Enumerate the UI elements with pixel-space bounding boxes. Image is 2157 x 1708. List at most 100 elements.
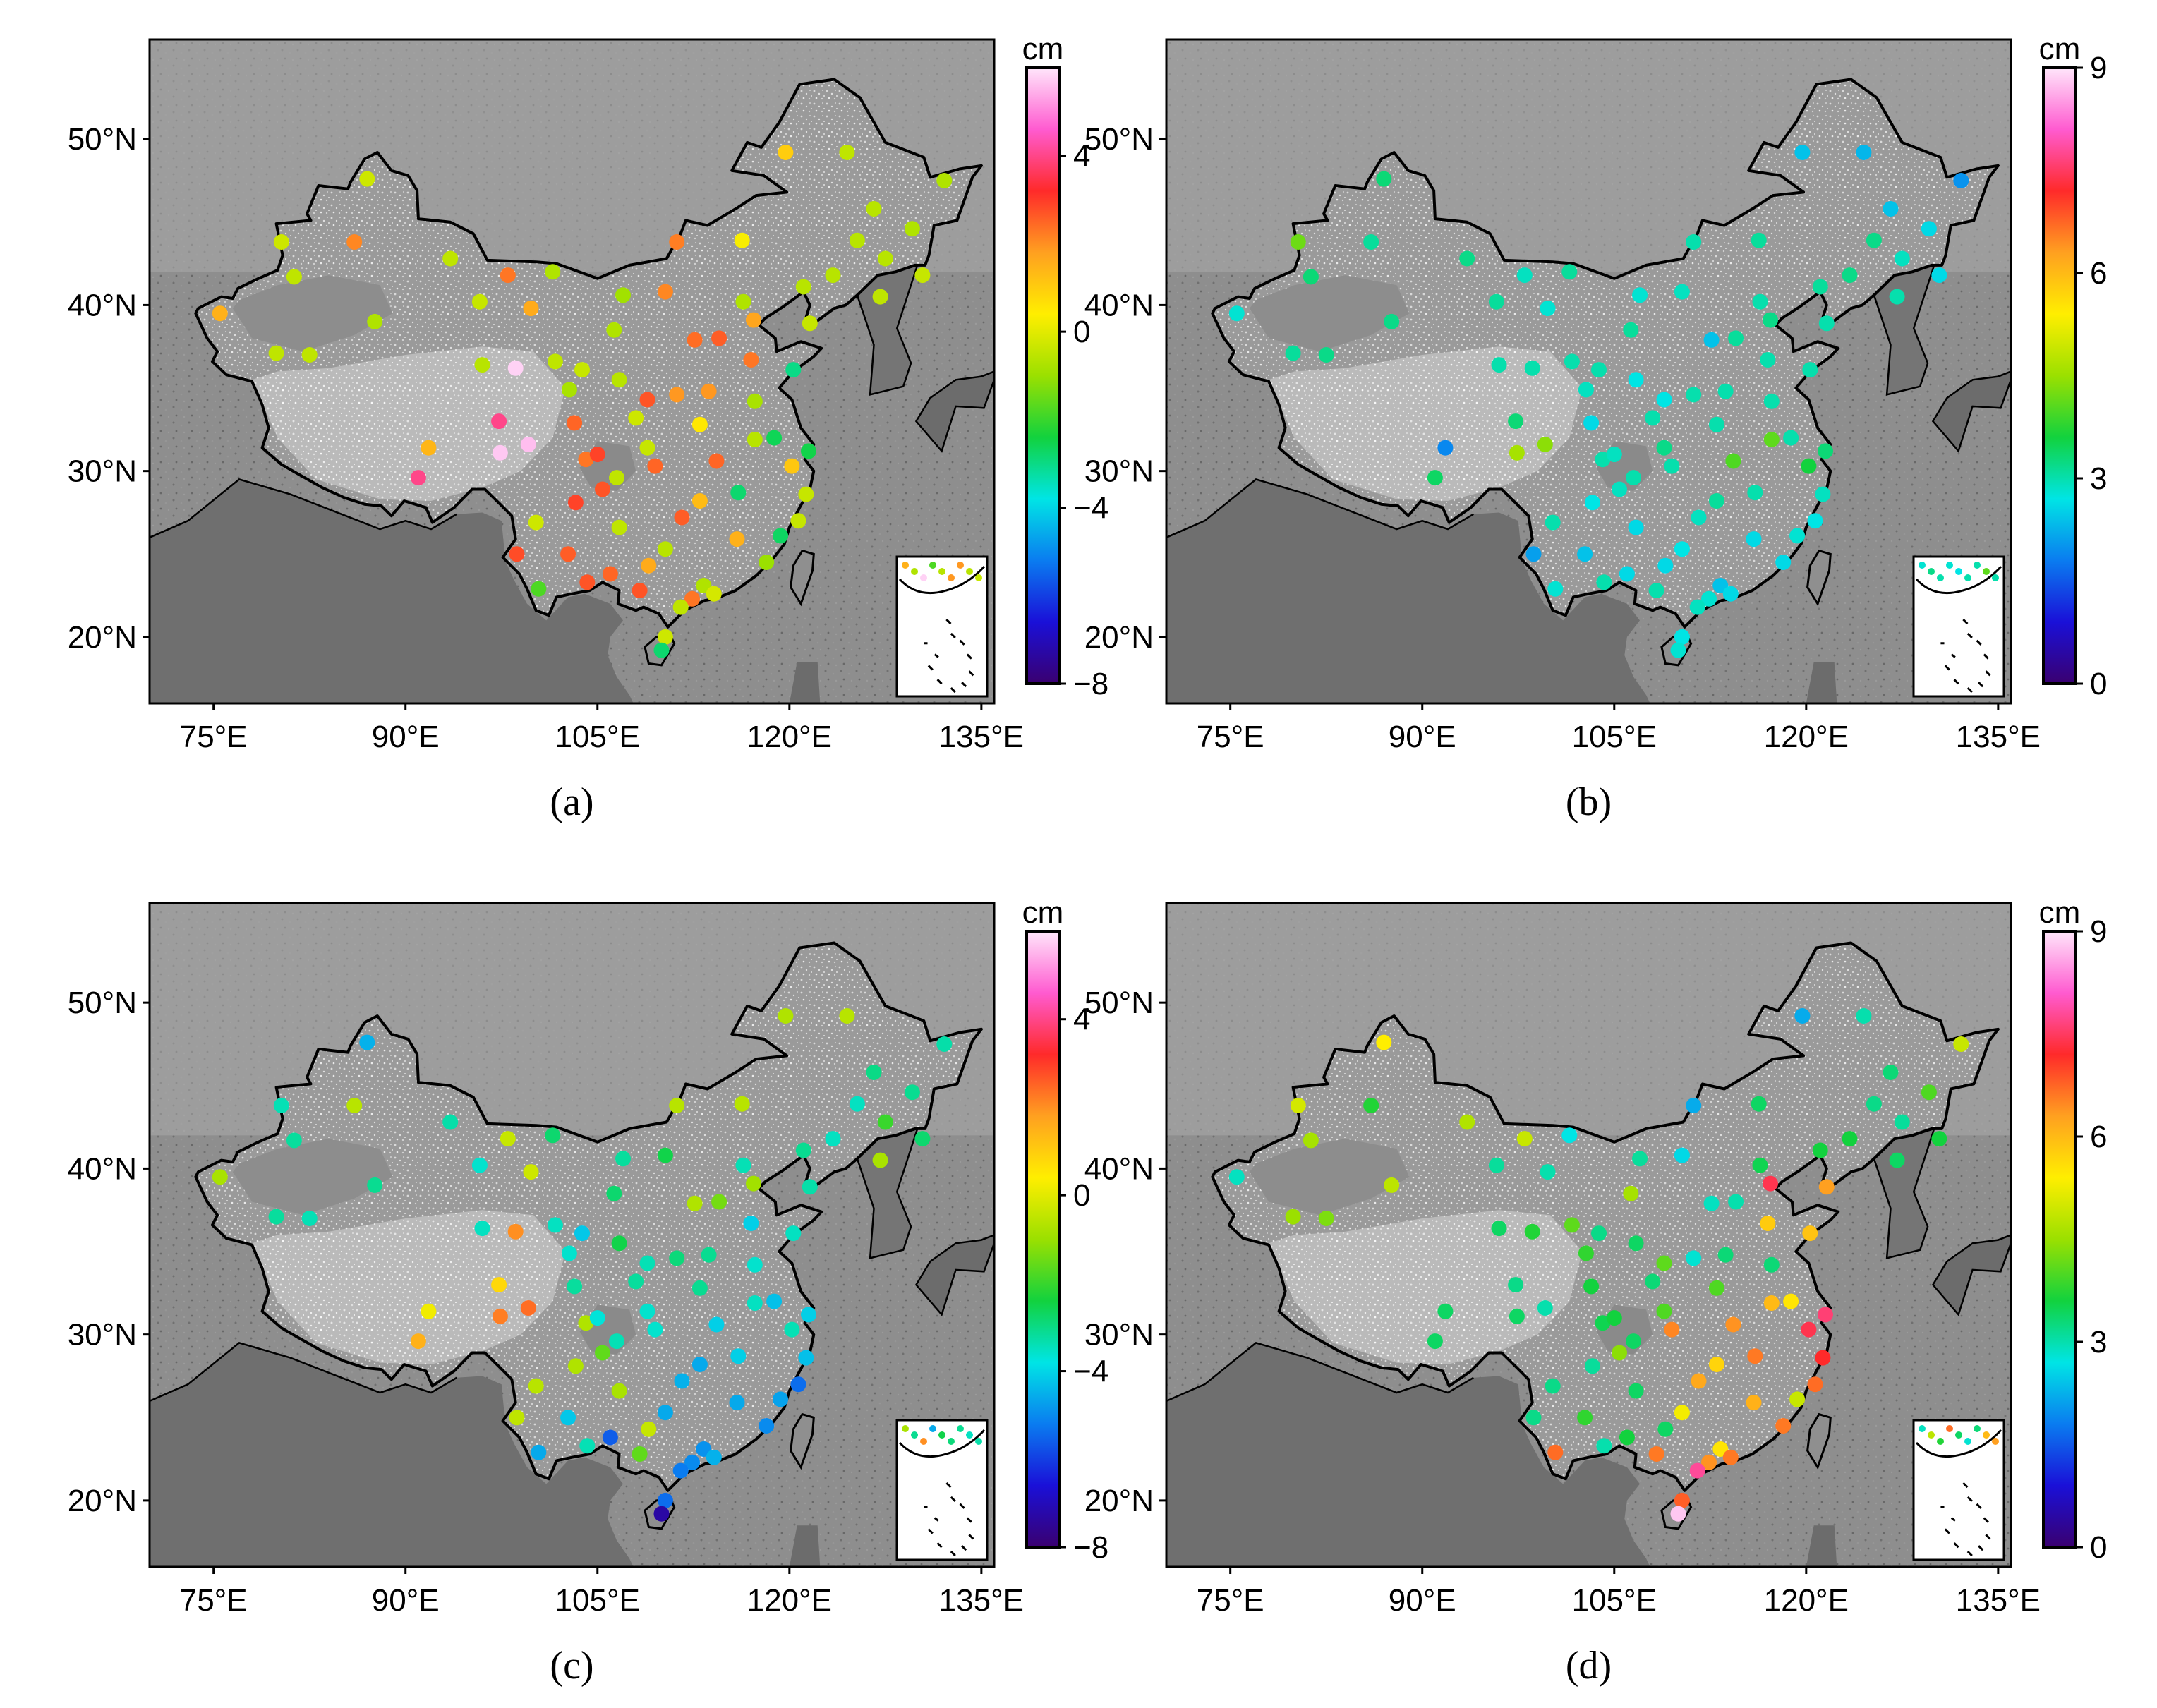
- inset-station: [929, 562, 936, 569]
- lat-tick-label: 50°N: [68, 122, 137, 157]
- station-marker: [611, 1383, 627, 1399]
- station-marker: [1728, 330, 1744, 346]
- station-marker: [1645, 1273, 1661, 1290]
- lon-tick-label: 120°E: [1764, 1583, 1849, 1618]
- station-marker: [849, 1096, 865, 1112]
- inset-station: [1946, 1425, 1953, 1432]
- station-marker: [410, 1333, 426, 1350]
- station-marker: [491, 413, 507, 430]
- lat-tick-label: 30°N: [1084, 454, 1154, 489]
- panel-caption: (d): [1566, 1644, 1612, 1688]
- nine-dash-line: [961, 1545, 967, 1551]
- station-marker: [1547, 1444, 1564, 1460]
- station-marker: [531, 1444, 547, 1460]
- station-marker: [743, 352, 759, 368]
- station-marker: [1363, 1098, 1379, 1113]
- colorbar-tick-label: 0: [2090, 1530, 2107, 1565]
- station-marker: [1564, 1217, 1580, 1233]
- station-marker: [747, 432, 763, 447]
- nine-dash-line: [945, 1482, 952, 1489]
- station-marker: [687, 1195, 703, 1211]
- station-marker: [589, 1310, 605, 1326]
- nine-dash-line: [1976, 639, 1982, 646]
- map-panel-c: 50°N 40°N 30°N 20°N 75°E 90°E 105°E 120°E 135°E (…: [68, 895, 1108, 1688]
- station-marker: [1657, 1421, 1674, 1437]
- station-marker: [1953, 1036, 1969, 1052]
- station-marker: [784, 458, 800, 474]
- station-marker: [691, 1280, 708, 1296]
- lon-tick-label: 75°E: [1197, 720, 1264, 754]
- nine-dash-line: [961, 682, 967, 688]
- inset-station: [1983, 1431, 1990, 1439]
- station-marker: [1725, 453, 1741, 469]
- station-marker: [657, 284, 673, 300]
- station-marker: [1717, 1247, 1734, 1263]
- map-frame: [148, 902, 996, 1568]
- inset-island: [1950, 1517, 1956, 1522]
- station-marker: [1516, 267, 1533, 284]
- inset-station: [1955, 1431, 1962, 1439]
- station-marker: [1783, 430, 1799, 446]
- nine-dash-line: [950, 632, 956, 638]
- station-marker: [359, 1034, 375, 1050]
- station-marker: [839, 1008, 855, 1024]
- colorbar-tick-label: 3: [2090, 461, 2107, 496]
- inset-station: [1974, 1425, 1981, 1432]
- station-marker: [1883, 201, 1899, 217]
- station-marker: [735, 1157, 751, 1173]
- lat-tick-label: 30°N: [1084, 1318, 1154, 1352]
- station-marker: [701, 1247, 717, 1263]
- colorbar-tick-label: 9: [2090, 51, 2107, 85]
- station-marker: [1516, 1131, 1533, 1147]
- nine-dash-line: [927, 665, 934, 671]
- station-marker: [1789, 528, 1806, 544]
- station-marker: [1612, 481, 1627, 497]
- station-marker: [795, 1142, 811, 1158]
- nine-dash-line: [1944, 665, 1950, 671]
- station-marker: [500, 267, 516, 284]
- station-marker: [1802, 1225, 1818, 1242]
- station-marker: [1584, 495, 1600, 511]
- station-marker: [1763, 1295, 1780, 1311]
- station-marker: [639, 392, 655, 408]
- station-marker: [1628, 1235, 1644, 1252]
- station-marker: [1728, 1194, 1744, 1210]
- colorbar-gradient: [1025, 930, 1061, 1549]
- station-marker: [1674, 629, 1690, 645]
- station-marker: [1686, 234, 1702, 250]
- inset-station: [1937, 574, 1944, 581]
- nine-dash-line: [968, 670, 974, 677]
- china-border: [194, 78, 983, 629]
- inset-station: [1937, 1438, 1944, 1445]
- station-marker: [1545, 514, 1561, 531]
- station-marker: [1596, 1438, 1612, 1454]
- station-marker: [708, 453, 725, 469]
- station-marker: [273, 234, 289, 250]
- station-marker: [674, 509, 690, 526]
- lon-tick-label: 120°E: [747, 720, 832, 754]
- tarim-basin: [1249, 275, 1410, 352]
- station-marker: [567, 1278, 583, 1295]
- south-asia-land: [1166, 479, 1650, 703]
- station-marker: [687, 332, 703, 348]
- tarim-basin: [232, 1139, 393, 1216]
- colorbar-gradient: [1025, 66, 1061, 685]
- station-marker: [801, 443, 816, 459]
- nine-dash-line: [1976, 1503, 1982, 1509]
- korea-land: [1873, 1128, 1935, 1259]
- lat-tick-label: 50°N: [1084, 986, 1154, 1020]
- station-marker: [1812, 1142, 1828, 1158]
- station-marker: [367, 1177, 383, 1193]
- station-marker: [611, 519, 627, 535]
- station-marker: [706, 586, 722, 602]
- lat-tick-label: 30°N: [68, 1318, 137, 1352]
- station-marker: [1686, 1098, 1702, 1113]
- station-marker: [528, 1378, 544, 1394]
- station-marker: [825, 1131, 841, 1147]
- station-marker: [1708, 493, 1724, 509]
- station-marker: [1656, 1303, 1672, 1319]
- colorbar-tick-label: −8: [1073, 1530, 1108, 1565]
- station-marker: [1583, 415, 1600, 431]
- station-marker: [1384, 1177, 1400, 1193]
- station-marker: [729, 531, 745, 547]
